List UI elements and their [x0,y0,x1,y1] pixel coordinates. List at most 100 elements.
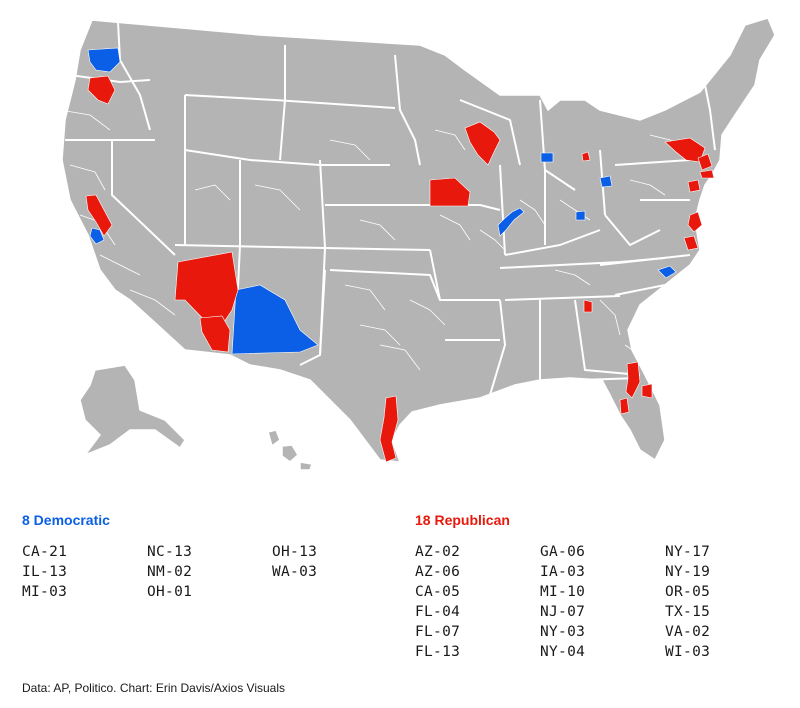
district-oh-01 [575,210,586,221]
district-label: AZ-06 [415,564,461,580]
district-fl-13 [619,397,630,415]
district-label: NJ-07 [540,604,586,620]
legend-democratic-title: 8 Democratic [22,512,110,528]
legend-column: CA-21 IL-13 MI-03 [22,542,147,602]
district-label: CA-21 [22,544,68,560]
district-line [359,324,401,346]
border-wv-va [604,214,661,246]
border-id-mt [117,21,151,131]
border-wi-mi [459,99,521,166]
hawaii-land [267,429,313,471]
district-line [624,344,651,371]
republican-districts [85,75,715,463]
border-nc-sc [614,284,666,296]
district-line [409,299,446,326]
district-label: FL-13 [415,644,461,660]
district-line [629,179,666,196]
district-label: MI-10 [540,584,586,600]
legend-republican: 18 Republican AZ-02 AZ-06 CA-05 FL-04 FL… [415,512,790,662]
state-borders [65,21,716,396]
district-fl-07 [625,361,641,399]
legend-republican-title: 18 Republican [415,512,510,528]
legend-column: OH-13 WA-03 [272,542,397,602]
border-mo-ar [429,249,500,301]
district-line [254,184,301,211]
district-label: OH-01 [147,584,193,600]
district-line [359,219,396,241]
border-mn-wi [394,54,421,166]
district-label: WA-03 [272,564,318,580]
district-va-02 [683,235,699,251]
district-mi-10 [581,151,591,162]
border-mi-lake [539,99,576,191]
district-line [599,299,621,336]
district-fl-04 [641,383,653,399]
district-line [479,229,506,251]
district-line [69,164,106,191]
district-oh-13 [599,175,613,188]
democratic-districts [87,47,677,355]
legend-democratic: 8 Democratic CA-21 IL-13 MI-03 NC-13 NM-… [22,512,397,602]
border-id-wy [184,95,251,161]
district-label: NY-03 [540,624,586,640]
border-wa-or [69,74,151,83]
district-label: NY-17 [665,544,711,560]
legend-democratic-columns: CA-21 IL-13 MI-03 NC-13 NM-02 OH-01 OH-1… [22,542,397,602]
district-label: NM-02 [147,564,193,580]
contiguous-us-land [61,17,776,463]
border-la-ms [489,299,506,396]
district-line [519,199,546,226]
land [61,17,776,471]
border-il-in [499,164,506,256]
legend-column: NC-13 NM-02 OH-01 [147,542,272,602]
district-label: IL-13 [22,564,68,580]
district-tx-15 [379,395,399,463]
district-label: NC-13 [147,544,193,560]
district-ny-17 [697,153,713,171]
legend-column: GA-06 IA-03 MI-10 NJ-07 NY-03 NY-04 [540,542,665,662]
district-label: CA-05 [415,584,461,600]
border-ca-nv [111,140,176,256]
district-line [439,214,471,241]
district-az-06 [199,315,231,353]
district-label: WI-03 [665,644,711,660]
border-ms-tn [504,295,621,301]
legend-republican-columns: AZ-02 AZ-06 CA-05 FL-04 FL-07 FL-13 GA-0… [415,542,790,662]
district-label: GA-06 [540,544,586,560]
border-ne-states [699,59,716,151]
border-dakotas [274,99,396,109]
border-4corners [174,244,326,249]
district-label: FL-04 [415,604,461,620]
district-label: NY-19 [665,564,711,580]
border-nd-sd [279,45,286,161]
district-label: FL-07 [415,624,461,640]
border-tx-nm [299,269,326,366]
district-mi-03 [540,152,554,163]
district-nm-02 [231,284,319,355]
district-ca-21 [89,227,105,245]
border-va-nc [599,254,691,266]
legend-column: AZ-02 AZ-06 CA-05 FL-04 FL-07 FL-13 [415,542,540,662]
source-credit: Data: AP, Politico. Chart: Erin Davis/Ax… [22,681,286,695]
district-line [329,139,371,161]
district-label: OH-13 [272,544,318,560]
us-district-map [59,17,776,471]
district-label: MI-03 [22,584,68,600]
district-il-13 [497,207,525,237]
district-label: OR-05 [665,584,711,600]
alaska-land [79,364,186,457]
district-wi-03 [464,121,501,166]
district-line [379,344,421,371]
district-ny-04 [687,179,701,193]
border-al-ga [574,299,641,376]
legend-column: NY-17 NY-19 OR-05 TX-15 VA-02 WI-03 [665,542,790,662]
district-label: TX-15 [665,604,711,620]
district-ny-03 [699,169,715,179]
border-ks-ok [324,247,431,251]
district-line [194,184,231,201]
district-label: VA-02 [665,624,711,640]
district-ia-03 [429,177,471,207]
district-line [59,109,111,131]
district-line [99,254,141,276]
district-lines [59,109,691,371]
